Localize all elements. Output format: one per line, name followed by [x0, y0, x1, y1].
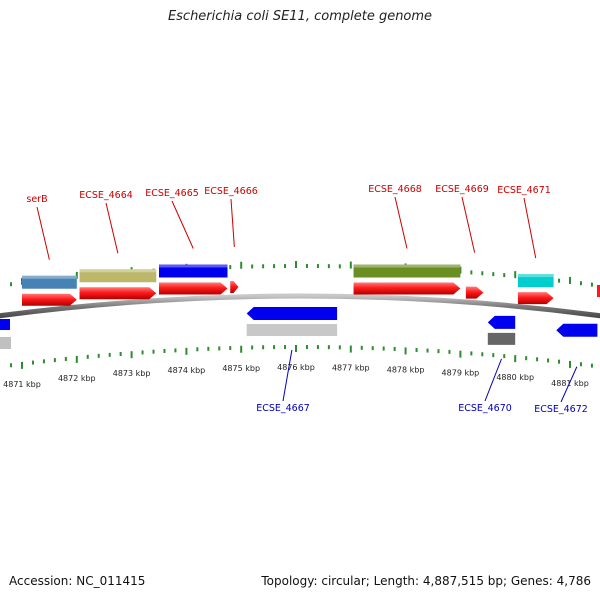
- cds-arrow: [159, 282, 228, 295]
- callout-line: [461, 196, 476, 253]
- gene-bar-highlight: [353, 264, 461, 268]
- tick-label: 4881 kbp: [551, 379, 589, 388]
- tick-label: 4872 kbp: [58, 374, 96, 383]
- reverse-strand-cds: [246, 307, 598, 337]
- edge-gene-fragment: [597, 285, 600, 297]
- gene-bar: [246, 324, 338, 337]
- gene-bar-highlight: [159, 264, 228, 268]
- forward-strand-genes: [22, 264, 554, 289]
- callout-line: [36, 206, 50, 260]
- gene-label: ECSE_4666: [204, 186, 258, 197]
- tick-label: 4876 kbp: [277, 363, 315, 372]
- cds-arrow: [517, 292, 554, 305]
- gene-bar: [159, 264, 228, 278]
- gene-callouts: serB ECSE_4664 ECSE_4665 ECSE_4666 ECSE_4668…: [26, 184, 587, 415]
- gene-label: ECSE_4667: [256, 403, 310, 414]
- callout-line: [230, 198, 235, 247]
- genome-summary-text: Topology: circular; Length: 4,887,515 bp…: [261, 574, 591, 588]
- gene-bar: [79, 269, 157, 283]
- genome-title: Escherichia coli SE11, complete genome: [167, 9, 433, 24]
- gene-bar: [517, 274, 554, 288]
- tick-label: 4871 kbp: [3, 380, 41, 389]
- accession-text: Accession: NC_011415: [9, 574, 146, 588]
- callout-line: [282, 349, 293, 402]
- gene-bar-highlight: [22, 275, 77, 279]
- gene-bar: [487, 332, 516, 345]
- genome-backbone: [0, 293, 600, 319]
- tick-label-row: 4871 kbp 4872 kbp 4873 kbp 4874 kbp 4875 kbp…: [3, 363, 589, 389]
- gene-bar: [353, 264, 461, 278]
- gene-bar-highlight: [79, 269, 157, 273]
- gene-label: ECSE_4668: [368, 184, 422, 195]
- tick-label: 4880 kbp: [496, 373, 534, 382]
- gene-label: ECSE_4665: [145, 188, 199, 199]
- callout-line: [523, 197, 537, 259]
- cds-arrow: [246, 307, 338, 321]
- gene-label: ECSE_4672: [534, 404, 588, 415]
- gene-label: ECSE_4669: [435, 184, 489, 195]
- callout-line: [394, 196, 408, 249]
- tick-label: 4877 kbp: [332, 364, 370, 373]
- callout-line: [105, 202, 119, 254]
- gene-label: ECSE_4670: [458, 403, 512, 414]
- forward-strand-cds: [22, 280, 554, 306]
- tick-label: 4879 kbp: [442, 369, 480, 378]
- gene-bar-highlight: [517, 274, 554, 278]
- callout-line: [484, 358, 502, 402]
- cds-arrow: [487, 315, 516, 329]
- tick-label: 4873 kbp: [113, 369, 151, 378]
- cds-arrow: [22, 293, 77, 306]
- gene-label: serB: [26, 194, 47, 205]
- tick-label: 4878 kbp: [387, 365, 425, 374]
- callout-line: [171, 200, 194, 249]
- tick-label: 4875 kbp: [222, 364, 260, 373]
- edge-gene-fragment: [0, 319, 10, 330]
- callout-line: [560, 366, 578, 403]
- gene-label: ECSE_4664: [79, 190, 133, 201]
- reverse-strand-genes: [246, 324, 516, 345]
- gene-bar: [22, 275, 77, 289]
- tick-label: 4874 kbp: [168, 366, 206, 375]
- edge-gene-fragment: [0, 337, 11, 349]
- cds-arrow: [230, 280, 239, 293]
- gene-label: ECSE_4671: [497, 185, 551, 196]
- cds-arrow: [556, 323, 598, 337]
- cds-arrow: [353, 282, 461, 295]
- tick-row-bottom: [10, 345, 593, 369]
- cds-arrow: [79, 287, 157, 300]
- cds-arrow: [465, 286, 484, 299]
